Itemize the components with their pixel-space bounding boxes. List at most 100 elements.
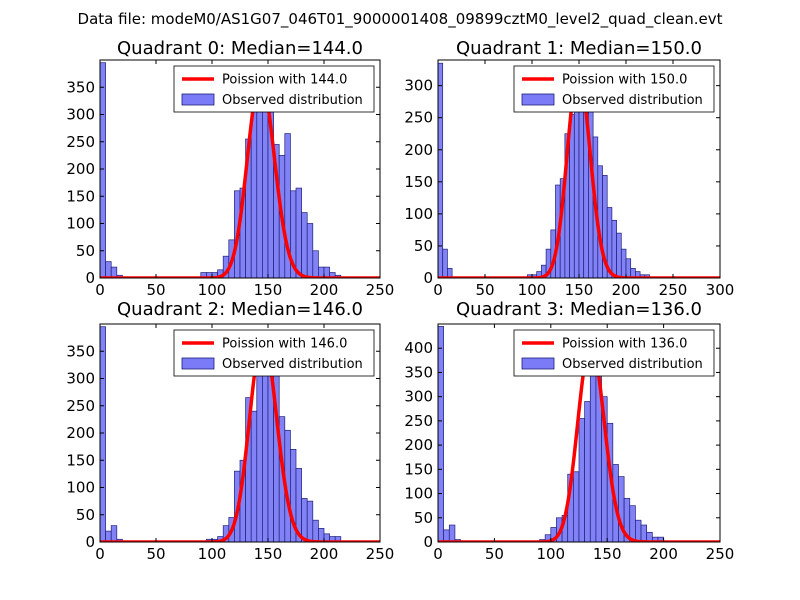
quadrant-0-histogram-bar	[110, 266, 118, 278]
quadrant-3-legend-bar-swatch	[521, 357, 555, 370]
quadrant-0-legend: Poission with 144.0 Observed distribution	[173, 65, 375, 113]
quadrant-1-y-tick-label: 250	[404, 109, 433, 127]
quadrant-2-y-tick-label: 300	[66, 370, 95, 388]
quadrant-0-x-tick-label: 0	[95, 281, 105, 299]
quadrant-2-legend: Poission with 146.0 Observed distribution	[173, 329, 375, 377]
quadrant-2-legend-bar-swatch	[181, 357, 215, 370]
quadrant-0-y-tick-label: 250	[66, 133, 95, 151]
quadrant-2-legend-line-label: Poission with 146.0	[222, 337, 347, 352]
quadrant-0-x-tick-label: 200	[310, 281, 339, 299]
quadrant-1-histogram-bar	[625, 258, 632, 278]
quadrant-3-x-tick-label: 50	[485, 545, 504, 563]
quadrant-2-poisson-line	[100, 335, 380, 542]
quadrant-2-x-tick-label: 250	[366, 545, 395, 563]
quadrant-0-y-tick-label: 150	[66, 187, 95, 205]
quadrant-2-x-tick-label: 50	[146, 545, 165, 563]
quadrant-0-histogram-bar	[256, 95, 263, 278]
figure-suptitle: Data file: modeM0/AS1G07_046T01_90000014…	[78, 10, 723, 29]
quadrant-1-y-tick-label: 300	[404, 77, 433, 95]
quadrant-3-axes-frame	[437, 323, 721, 543]
quadrant-1-x-tick-label: 150	[565, 281, 594, 299]
quadrant-1-title: Quadrant 1: Median=150.0	[456, 38, 702, 59]
quadrant-3-y-tick-label: 400	[404, 339, 433, 357]
quadrant-3-plot-area	[438, 326, 720, 542]
quadrant-0-x-tick-label: 150	[254, 281, 283, 299]
quadrant-2-histogram-bar	[110, 525, 118, 542]
quadrant-1-histogram-bar	[611, 219, 617, 278]
quadrant-1-legend: Poission with 150.0 Observed distribution	[513, 65, 715, 113]
quadrant-1-panel: Quadrant 1: Median=150.0 0 50 100 150 200 250…	[404, 38, 734, 299]
quadrant-0-panel: Quadrant 0: Median=144.0 0 50 100 150 200 250…	[66, 38, 394, 299]
quadrant-2-histogram-bar	[100, 326, 106, 542]
quadrant-3-y-tick-label: 150	[404, 460, 433, 478]
quadrant-2-legend-bar-label: Observed distribution	[222, 357, 363, 372]
quadrant-0-y-tick-label: 350	[66, 78, 95, 96]
quadrant-3-panel: Quadrant 3: Median=136.0 0 50 100 150 200 250…	[404, 299, 734, 563]
quadrant-0-x-tick-label: 250	[366, 281, 395, 299]
quadrant-3-y-tick-label: 100	[404, 485, 433, 503]
quadrant-3-x-tick-label: 0	[433, 545, 443, 563]
quadrant-2-histogram-bar	[306, 500, 314, 542]
quadrant-1-y-tick-label: 0	[423, 269, 433, 287]
quadrant-3-poisson-line	[438, 341, 720, 542]
quadrant-2-x-tick-label: 0	[95, 545, 105, 563]
quadrant-1-y-tick-label: 150	[404, 173, 433, 191]
quadrant-0-histogram-bar	[100, 62, 106, 278]
quadrant-0-histogram-bar	[295, 187, 302, 278]
quadrant-3-y-tick-label: 350	[404, 363, 433, 381]
quadrant-3-histogram-bar	[443, 529, 450, 542]
quadrant-0-poisson-line	[100, 77, 380, 278]
quadrant-1-legend-line-label: Poission with 150.0	[562, 73, 687, 88]
quadrant-3-legend: Poission with 136.0 Observed distribution	[513, 329, 715, 377]
quadrant-0-plot-area	[100, 62, 380, 278]
quadrant-3-x-tick-label: 200	[649, 545, 678, 563]
quadrant-3-y-tick-label: 250	[404, 412, 433, 430]
quadrant-0-histogram-bar	[301, 212, 308, 278]
quadrant-3-legend-bar-label: Observed distribution	[562, 357, 703, 372]
quadrant-3-legend-line-label: Poission with 136.0	[562, 337, 687, 352]
quadrant-1-x-tick-label: 250	[659, 281, 688, 299]
quadrant-1-histogram-bar	[616, 232, 622, 278]
quadrant-2-x-tick-label: 100	[198, 545, 227, 563]
quadrant-0-y-tick-label: 0	[85, 269, 95, 287]
quadrant-1-histogram-bar	[447, 268, 453, 278]
quadrant-2-histogram-bar	[318, 528, 325, 542]
quadrant-0-histogram-bar	[306, 223, 314, 278]
quadrant-1-histogram-bar	[573, 94, 580, 278]
quadrant-3-histogram-bar	[640, 524, 648, 542]
quadrant-1-histogram-bar	[569, 114, 575, 278]
quadrant-3-histogram-bar	[573, 471, 580, 542]
quadrant-1-x-tick-label: 0	[433, 281, 443, 299]
quadrant-3-histogram-bar	[629, 505, 636, 542]
quadrant-3-histogram-bar	[635, 519, 642, 542]
quadrant-2-y-tick-label: 200	[66, 424, 95, 442]
quadrant-1-y-tick-label: 50	[414, 237, 433, 255]
quadrant-3-histogram-bar	[578, 418, 585, 542]
quadrant-3-x-tick-label: 100	[536, 545, 565, 563]
quadrant-3-y-tick-label: 200	[404, 436, 433, 454]
quadrant-1-histogram-bar	[620, 248, 627, 278]
quadrant-2-y-tick-label: 0	[85, 533, 95, 551]
quadrant-2-y-tick-label: 350	[66, 342, 95, 360]
quadrant-0-legend-bar-swatch	[181, 93, 215, 106]
quadrant-2-plot-area	[100, 326, 380, 542]
quadrant-3-histogram-bar	[438, 326, 444, 542]
quadrant-1-x-tick-label: 300	[706, 281, 735, 299]
quadrant-0-y-tick-label: 200	[66, 160, 95, 178]
quadrant-2-title: Quadrant 2: Median=146.0	[117, 299, 363, 320]
quadrant-2-x-tick-label: 200	[310, 545, 339, 563]
quadrant-1-legend-bar-label: Observed distribution	[562, 93, 703, 108]
quadrant-2-y-tick-label: 150	[66, 451, 95, 469]
quadrant-2-histogram-bar	[262, 348, 269, 542]
quadrant-0-x-tick-label: 50	[146, 281, 165, 299]
quadrant-2-histogram-bar	[250, 410, 258, 542]
quadrant-0-histogram-bar	[105, 261, 112, 278]
quadrant-3-x-tick-label: 250	[706, 545, 735, 563]
quadrant-3-y-tick-label: 300	[404, 388, 433, 406]
quadrant-3-title: Quadrant 3: Median=136.0	[456, 299, 702, 320]
quadrant-3-legend-box	[513, 329, 715, 377]
quadrant-0-y-tick-label: 50	[76, 242, 95, 260]
quadrant-2-y-tick-label: 50	[76, 506, 95, 524]
quadrant-0-title: Quadrant 0: Median=144.0	[117, 38, 363, 59]
